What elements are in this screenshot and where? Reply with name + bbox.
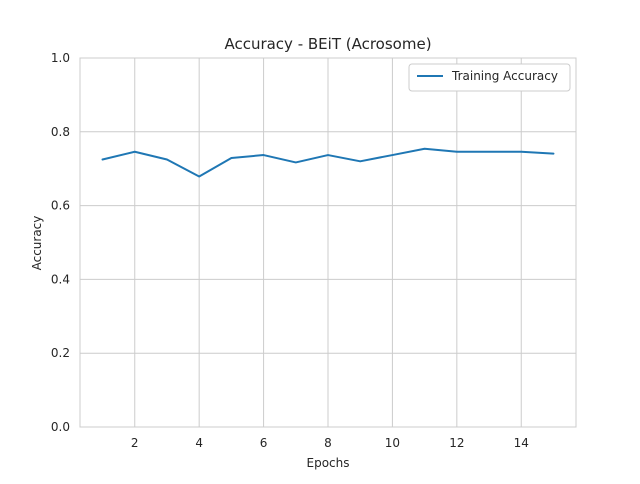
y-tick-label: 0.6 — [51, 199, 70, 213]
x-tick-label: 10 — [385, 436, 400, 450]
data-point — [327, 154, 329, 156]
x-tick-label: 12 — [449, 436, 464, 450]
axes-layer — [79, 57, 577, 428]
data-point — [520, 151, 522, 153]
x-axis-label: Epochs — [307, 456, 350, 470]
legend-box — [408, 63, 571, 92]
y-tick-label: 1.0 — [51, 51, 70, 65]
x-tick-label: 14 — [514, 436, 529, 450]
data-point — [166, 158, 168, 161]
data-point — [424, 148, 426, 150]
legend: Training Accuracy — [408, 63, 571, 92]
data-point — [134, 151, 136, 153]
x-tick-label: 2 — [131, 436, 139, 450]
data-point — [262, 154, 265, 156]
data-point — [295, 161, 297, 164]
data-point — [488, 151, 490, 153]
legend-label-training-accuracy: Training Accuracy — [451, 69, 558, 83]
series-layer — [101, 147, 555, 178]
data-point — [198, 175, 200, 178]
y-tick-label: 0.2 — [51, 346, 70, 360]
y-tick-label: 0.4 — [51, 272, 70, 286]
plot-frame — [79, 57, 577, 428]
y-tick-label: 0.8 — [51, 125, 70, 139]
data-point — [456, 151, 458, 153]
data-point — [552, 152, 555, 155]
x-tick-label: 4 — [195, 436, 203, 450]
x-tick-label: 6 — [260, 436, 268, 450]
y-axis-label: Accuracy — [30, 216, 44, 271]
chart-title: Accuracy - BEiT (Acrosome) — [224, 35, 431, 53]
tick-labels-layer: 2 4 6 8 10 12 14 0.0 0.2 0.4 0.6 0.8 1.0 — [51, 51, 529, 450]
data-point — [101, 158, 104, 161]
x-tick-label: 8 — [324, 436, 332, 450]
data-point — [230, 157, 232, 159]
data-point — [391, 154, 394, 156]
data-point — [359, 160, 361, 162]
y-tick-label: 0.0 — [51, 420, 70, 434]
